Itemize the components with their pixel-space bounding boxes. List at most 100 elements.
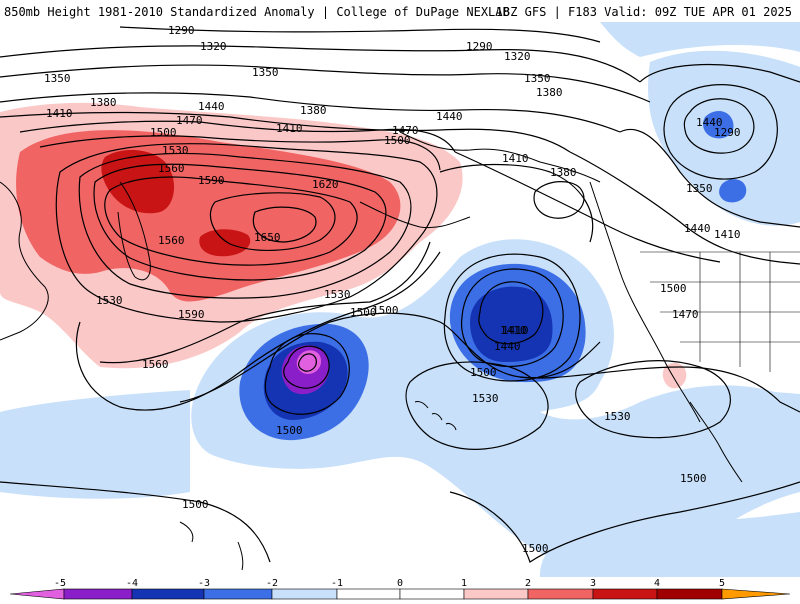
contour-label: 1530 xyxy=(162,144,189,157)
colorbar-tick-label: -2 xyxy=(266,578,278,589)
colorbar-tick-label: 3 xyxy=(590,578,596,589)
contour-sw-low-inner xyxy=(298,353,317,372)
contour-label: 1500 xyxy=(384,134,411,147)
contour-1380 xyxy=(0,92,621,133)
contour-1440-gulf-low xyxy=(460,268,564,367)
contour-label: 1560 xyxy=(142,358,169,371)
contour-label: 1530 xyxy=(604,410,631,423)
contour-label: 1500 xyxy=(276,424,303,437)
contour-1320-hudson xyxy=(663,84,778,180)
contour-1560-ring xyxy=(93,163,387,281)
contour-label: 1560 xyxy=(158,234,185,247)
contour-1410-gulf-low xyxy=(478,281,544,345)
contour-label: 1650 xyxy=(254,231,281,244)
colorbar-tick-label: -4 xyxy=(126,578,138,589)
contour-1500-southwest xyxy=(0,481,271,563)
contour-1410-east xyxy=(569,151,800,265)
anomaly-fill-neg1-ocean xyxy=(0,390,190,499)
contour-1410 xyxy=(0,111,571,153)
contour-label: 1590 xyxy=(178,308,205,321)
contour-1410-ridge xyxy=(439,163,594,243)
contour-label: 1290 xyxy=(168,24,195,37)
contour-1560-south xyxy=(99,241,431,364)
colorbar-canvas: -5 -4 -3 -2 -1 0 1 2 3 4 5 xyxy=(9,578,791,600)
contour-label: 1500 xyxy=(522,542,549,555)
contour-1530-south xyxy=(75,251,441,411)
colorbar-tick-label: 4 xyxy=(654,578,660,589)
anomaly-fill-neg1-pacific-south xyxy=(540,512,800,577)
contour-label: 1410 xyxy=(502,324,529,337)
contour-1350-east xyxy=(639,63,800,83)
contour-1290-north xyxy=(119,26,601,43)
height-contours xyxy=(0,26,800,563)
contour-label: 1410 xyxy=(500,324,527,337)
contour-label: 1440 xyxy=(696,116,723,129)
contour-1530-ring xyxy=(78,152,412,299)
colorbar-swatch-pos3 xyxy=(592,588,658,600)
contour-1470-gulf-low xyxy=(443,253,581,382)
colorbar-tick-label: -3 xyxy=(198,578,210,589)
contour-label: 1440 xyxy=(684,222,711,235)
contour-label: 1470 xyxy=(672,308,699,321)
contour-1470 xyxy=(39,135,441,171)
colorbar-swatch-zero-neg xyxy=(336,588,401,600)
contour-1500-east xyxy=(519,366,800,413)
contour-1590-ring xyxy=(104,176,358,266)
contour-label: 1500 xyxy=(350,306,377,319)
anomaly-fill-pos3-siberia xyxy=(101,150,175,214)
colorbar-tick-label: -5 xyxy=(54,578,66,589)
colorbar-tick-label: 5 xyxy=(719,578,725,589)
coastline-south-pacific xyxy=(179,521,244,571)
contour-label: 1350 xyxy=(524,72,551,85)
contour-labels: 1290 1320 1350 1350 1380 1380 1410 1410 … xyxy=(44,24,741,555)
anomaly-fill-neg1-gulf xyxy=(191,239,800,563)
coastline-hawaii xyxy=(414,401,457,431)
contour-1290-hudson xyxy=(683,98,755,154)
contour-label: 1470 xyxy=(392,124,419,137)
colorbar-tick-labels: -5 -4 -3 -2 -1 0 1 2 3 4 5 xyxy=(54,578,725,589)
anomaly-colorbar: -5 -4 -3 -2 -1 0 1 2 3 4 5 xyxy=(0,577,800,600)
model-run-label: 18Z GFS | F183 Valid: 09Z TUE APR 01 202… xyxy=(495,5,792,19)
contour-label: 1440 xyxy=(198,100,225,113)
colorbar-tick-label: 0 xyxy=(397,578,403,589)
contour-1530-hawaii xyxy=(405,361,549,450)
contour-label: 1470 xyxy=(176,114,203,127)
contour-label: 1620 xyxy=(312,178,339,191)
contour-1380-east xyxy=(619,128,800,228)
anomaly-fill-pos3-bering xyxy=(199,229,251,257)
contour-label: 1530 xyxy=(472,392,499,405)
contour-label: 1500 xyxy=(150,126,177,139)
colorbar-swatch-pos1 xyxy=(463,588,529,600)
coastline-baja xyxy=(689,401,743,483)
colorbar-swatch-neg1 xyxy=(271,588,338,600)
contour-sw-low-mid xyxy=(283,345,330,389)
contour-label: 1380 xyxy=(536,86,563,99)
colorbar-swatch-neg3 xyxy=(131,588,205,600)
contour-1440 xyxy=(19,120,456,153)
colorbar-tick-label: 1 xyxy=(461,578,467,589)
colorbar-swatch-zero-pos xyxy=(399,588,465,600)
contour-1650-ring xyxy=(252,206,317,243)
colorbar-swatches xyxy=(9,588,791,600)
coastline-alaska xyxy=(399,131,601,183)
contour-label: 1320 xyxy=(200,40,227,53)
colorbar-swatch-pos5 xyxy=(721,588,791,600)
map-canvas: 1290 1320 1350 1350 1380 1380 1410 1410 … xyxy=(0,22,800,577)
contour-label: 1380 xyxy=(550,166,577,179)
contour-label: 1500 xyxy=(680,472,707,485)
colorbar-tick-label: -1 xyxy=(331,578,343,589)
colorbar-swatch-neg5 xyxy=(9,588,65,600)
coastline-na-west xyxy=(589,181,701,423)
coastline-kamchatka xyxy=(117,181,151,281)
contour-label: 1530 xyxy=(96,294,123,307)
anomaly-map: 1290 1320 1350 1350 1380 1380 1410 1410 … xyxy=(0,22,800,577)
contour-1500-south xyxy=(449,481,800,563)
contour-label: 1500 xyxy=(660,282,687,295)
contour-label: 1410 xyxy=(276,122,303,135)
map-header: 850mb Height 1981-2010 Standardized Anom… xyxy=(0,0,800,22)
contour-label: 1530 xyxy=(324,288,351,301)
contour-1530-east xyxy=(575,360,731,439)
contour-1500-ring xyxy=(55,143,438,323)
contour-1620-ring xyxy=(209,192,336,251)
contour-label: 1350 xyxy=(686,182,713,195)
